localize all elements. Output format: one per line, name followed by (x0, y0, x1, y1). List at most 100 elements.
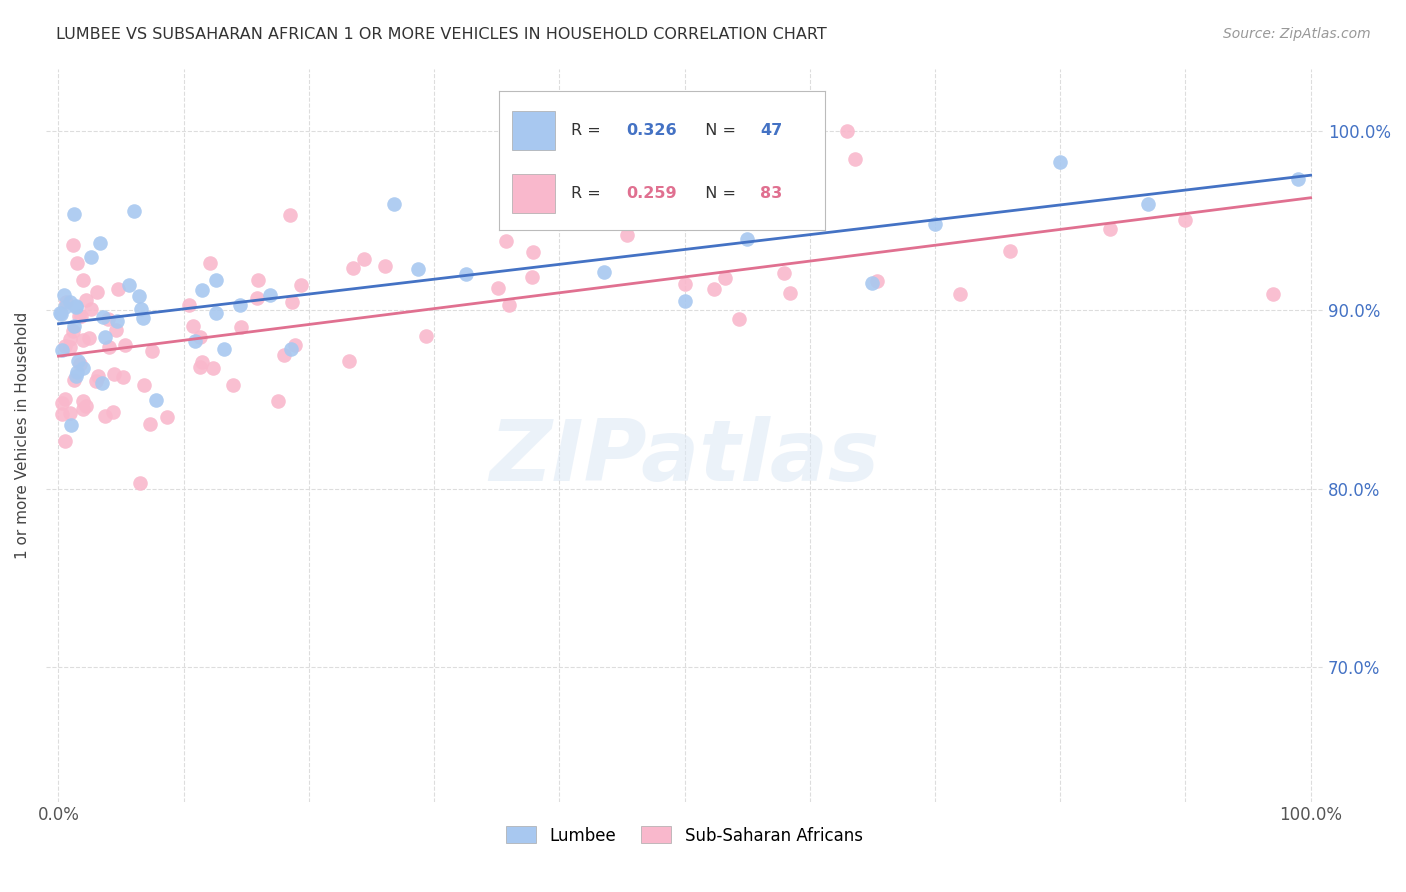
Point (592, 265, 614, 279)
Point (49, 306, 72, 320)
Point (118, 277, 141, 292)
Point (229, 298, 252, 312)
Point (53, 339, 76, 353)
Point (51, 396, 73, 410)
Point (191, 354, 214, 368)
Point (214, 342, 236, 356)
Point (63, 373, 86, 387)
Point (205, 306, 228, 320)
Point (66, 365, 89, 379)
Point (337, 354, 360, 368)
Point (98, 340, 121, 354)
Point (53, 392, 76, 406)
Point (280, 295, 302, 310)
Point (520, 270, 543, 285)
Point (156, 410, 179, 425)
Point (1174, 213, 1197, 227)
Point (673, 293, 696, 308)
Point (132, 311, 155, 326)
Point (259, 288, 281, 302)
Point (267, 394, 290, 409)
Point (80, 301, 103, 316)
Point (80, 250, 103, 264)
Point (222, 378, 245, 392)
Point (114, 338, 136, 352)
Text: Source: ZipAtlas.com: Source: ZipAtlas.com (1223, 27, 1371, 41)
Point (93, 330, 115, 344)
Point (728, 312, 751, 326)
Point (198, 256, 221, 270)
Point (190, 360, 212, 375)
Point (860, 276, 883, 290)
Point (145, 393, 167, 408)
Point (69, 309, 91, 323)
Point (290, 277, 312, 292)
Point (949, 287, 972, 301)
Point (62, 324, 84, 338)
Point (129, 475, 152, 490)
Point (107, 282, 129, 296)
Point (53, 300, 76, 314)
Point (91, 310, 114, 325)
Y-axis label: 1 or more Vehicles in Household: 1 or more Vehicles in Household (15, 311, 30, 558)
Point (53, 288, 76, 302)
Point (72, 360, 94, 375)
Point (97, 312, 120, 326)
Point (1049, 155, 1071, 169)
Point (179, 297, 201, 311)
Point (104, 323, 127, 337)
Point (231, 320, 253, 334)
Point (278, 208, 301, 222)
Point (86, 285, 108, 299)
Point (77, 331, 100, 345)
Point (122, 203, 145, 218)
Point (582, 176, 605, 190)
Point (69, 358, 91, 372)
Point (772, 266, 794, 280)
Point (522, 245, 544, 260)
Point (72, 273, 94, 287)
Point (67, 309, 90, 323)
Point (188, 330, 211, 344)
Point (1136, 196, 1159, 211)
Point (51, 408, 73, 422)
Point (498, 298, 520, 312)
Point (342, 261, 364, 276)
Point (129, 301, 152, 316)
Point (134, 377, 156, 392)
Point (246, 291, 269, 305)
Point (62, 238, 84, 252)
Point (1261, 287, 1284, 301)
Point (66, 256, 89, 270)
Point (112, 370, 135, 384)
Point (75, 399, 97, 413)
Point (1286, 171, 1309, 186)
Point (141, 344, 163, 359)
Legend: Lumbee, Sub-Saharan Africans: Lumbee, Sub-Saharan Africans (506, 826, 863, 845)
Point (128, 289, 150, 303)
Point (59, 406, 82, 420)
Point (183, 334, 205, 349)
Point (201, 360, 224, 375)
Point (101, 405, 124, 419)
Point (72, 333, 94, 347)
Point (49, 307, 72, 321)
Point (51, 343, 73, 358)
Point (60, 418, 83, 433)
Point (703, 281, 725, 295)
Point (998, 244, 1021, 259)
Point (190, 283, 212, 297)
Point (65, 301, 87, 315)
Point (779, 286, 801, 301)
Point (280, 342, 302, 356)
Point (59, 295, 82, 310)
Point (406, 261, 429, 276)
Point (89, 235, 111, 250)
Point (273, 348, 295, 362)
Text: LUMBEE VS SUBSAHARAN AFRICAN 1 OR MORE VEHICLES IN HOUSEHOLD CORRELATION CHART: LUMBEE VS SUBSAHARAN AFRICAN 1 OR MORE V… (56, 27, 827, 42)
Point (63, 319, 86, 334)
Point (735, 232, 758, 246)
Point (139, 417, 162, 432)
Point (1099, 221, 1122, 235)
Point (382, 197, 405, 211)
